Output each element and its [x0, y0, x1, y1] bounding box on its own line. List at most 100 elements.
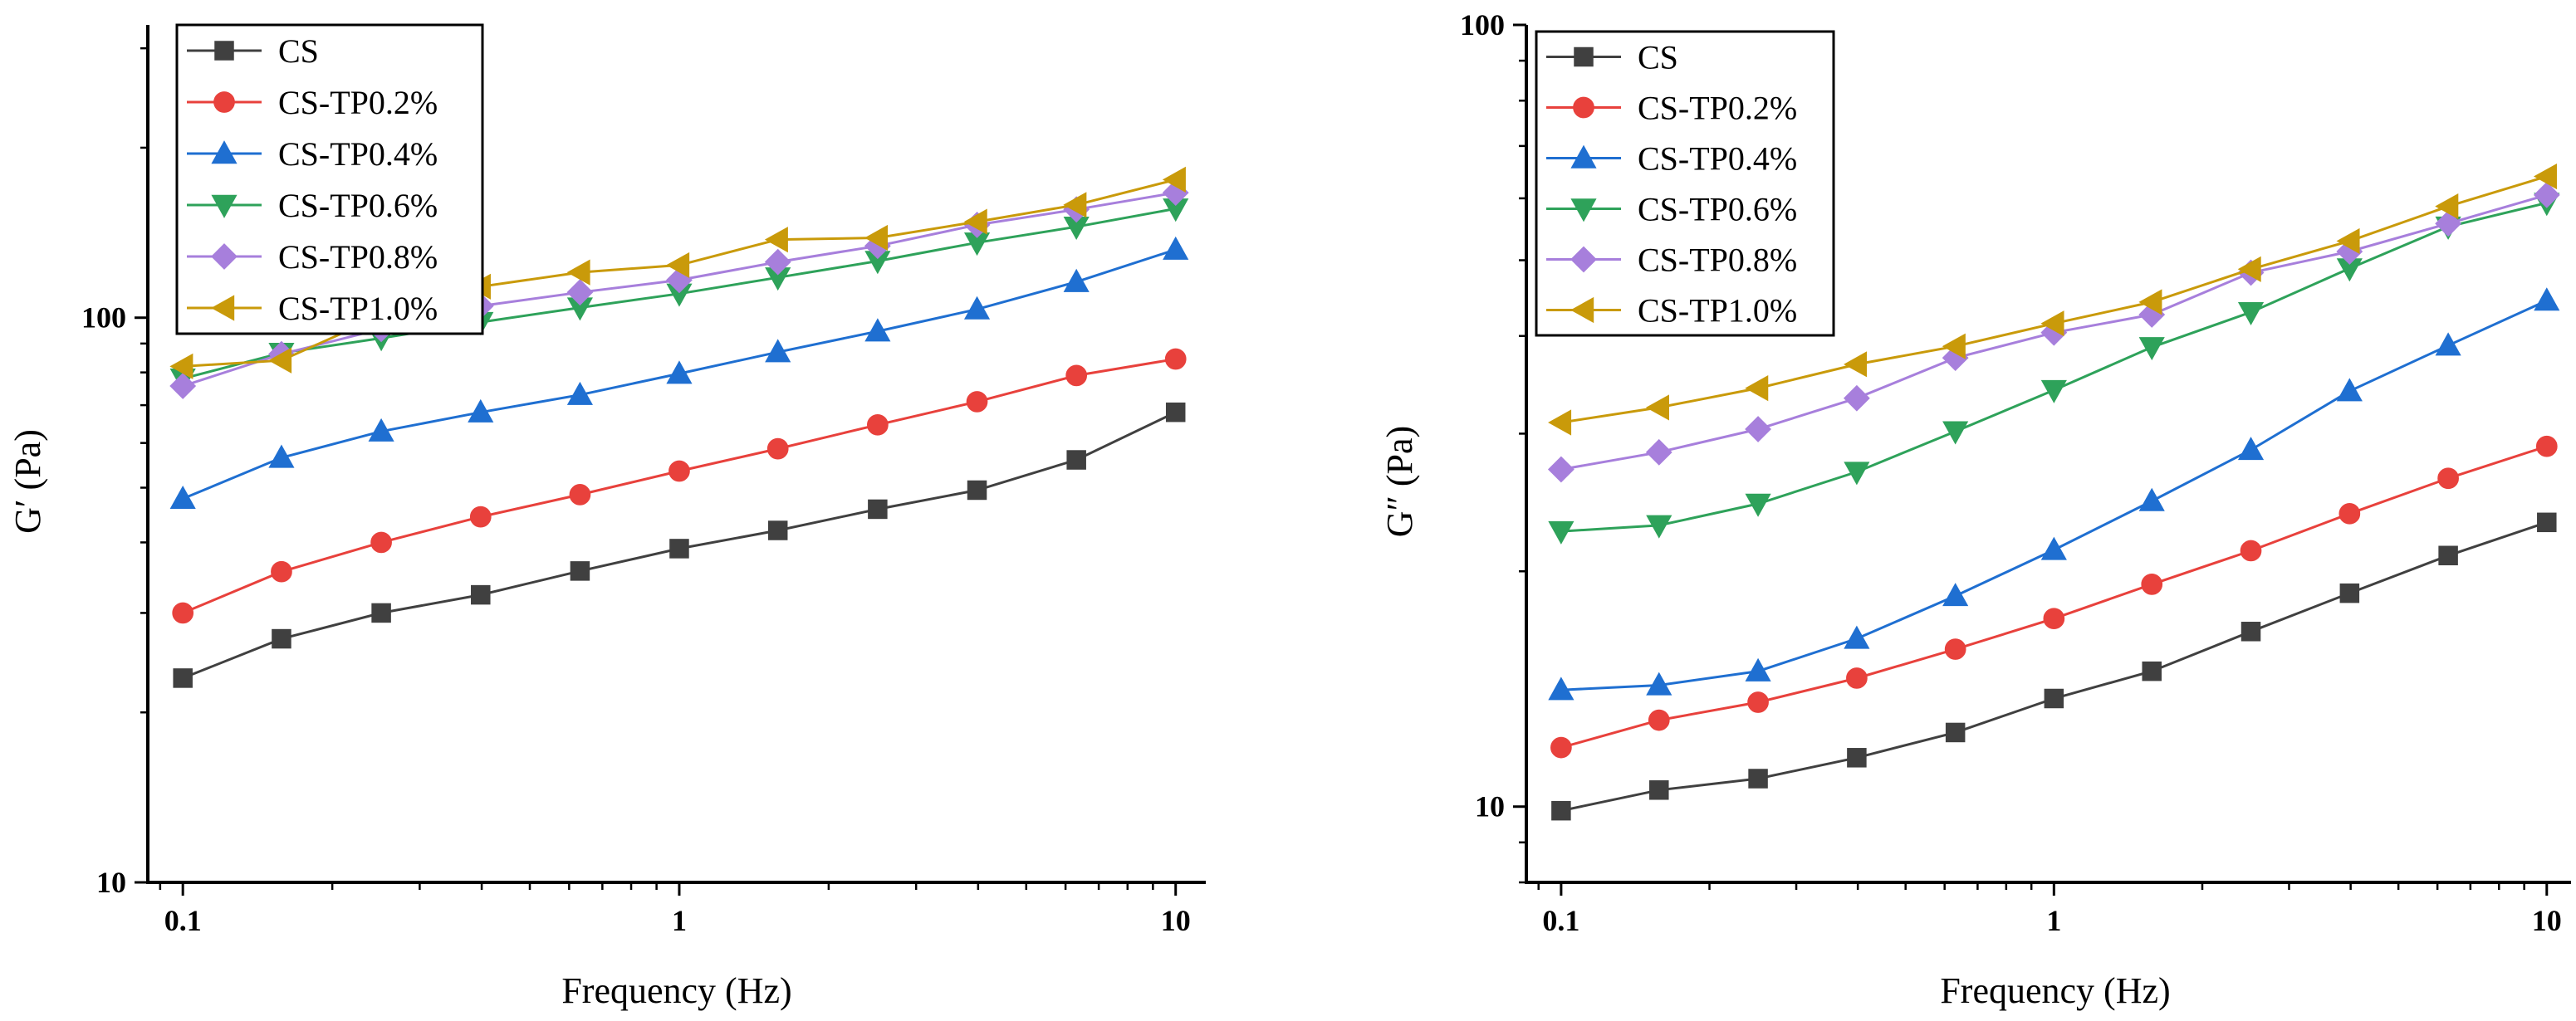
legend-marker: [1570, 296, 1594, 324]
data-point: [1942, 421, 1969, 445]
data-point: [2534, 287, 2560, 311]
panel-loss-modulus: Frequency (Hz) G″ (Pa) 0.1 1 10 10 100 CS CS-T…: [1379, 8, 2571, 1011]
data-point: [1645, 394, 1669, 421]
y-tick-label: 10: [1475, 790, 1505, 823]
y-axis-label: G″ (Pa): [1379, 426, 1420, 537]
data-point: [1548, 677, 1574, 701]
legend-marker: [213, 91, 235, 113]
legend-marker: [214, 41, 234, 61]
data-point: [1745, 375, 1769, 402]
series-line: [1560, 520, 2548, 813]
data-point: [2141, 574, 2163, 595]
x-axis-label: Frequency (Hz): [1940, 970, 2170, 1011]
data-point: [2535, 435, 2558, 457]
x-tick-label: 10: [2532, 904, 2562, 937]
data-point: [2533, 163, 2557, 190]
data-point: [271, 560, 292, 583]
x-tick-label: 0.1: [1542, 904, 1579, 937]
legend-label: CS-TP0.2%: [1638, 90, 1797, 127]
data-point: [668, 460, 690, 482]
data-point: [666, 252, 690, 278]
legend-box: [175, 23, 484, 335]
series-CS-TP1.0%: [1548, 163, 2557, 436]
legend-marker: [211, 243, 238, 270]
legend-marker: [211, 140, 238, 164]
data-point: [172, 602, 194, 624]
data-point: [570, 561, 590, 581]
data-point: [1942, 583, 1969, 607]
data-point: [169, 353, 193, 379]
series-CS-TP0.4%: [169, 236, 1189, 509]
data-point: [2044, 688, 2064, 709]
series-line: [182, 358, 1176, 614]
legend-item: CS-TP0.6%: [187, 187, 438, 224]
legend-item: CS-TP0.6%: [1546, 191, 1797, 228]
data-point: [864, 318, 891, 342]
data-point: [169, 485, 196, 509]
y-tick-label: 100: [1460, 8, 1505, 42]
data-point: [368, 418, 394, 442]
data-point: [1164, 348, 1187, 370]
data-point: [1547, 456, 1574, 483]
data-point: [2138, 337, 2165, 361]
legend-label: CS-TP1.0%: [1638, 292, 1797, 330]
legend-label: CS-TP0.4%: [278, 135, 438, 173]
data-point: [2438, 545, 2458, 566]
data-point: [864, 224, 889, 252]
legend-item: CS: [1546, 39, 1678, 76]
data-point: [2435, 210, 2462, 237]
legend-marker: [1570, 246, 1597, 273]
legend-item: CS-TP0.2%: [187, 84, 438, 121]
data-point: [1648, 709, 1670, 731]
data-point: [471, 584, 491, 605]
data-point: [765, 339, 791, 363]
data-point: [1942, 333, 1966, 359]
data-point: [1548, 520, 1574, 545]
data-point: [169, 373, 197, 399]
series-CS: [173, 402, 1186, 688]
legend-label: CS-TP1.0%: [278, 290, 438, 327]
data-point: [566, 259, 590, 286]
series-CS: [1551, 512, 2557, 821]
data-point: [2336, 378, 2363, 402]
data-point: [371, 603, 391, 623]
data-point: [1847, 748, 1867, 768]
x-tick-label: 0.1: [164, 904, 202, 937]
data-point: [469, 506, 492, 528]
data-point: [2437, 467, 2459, 490]
data-point: [566, 381, 593, 405]
data-point: [1745, 493, 1771, 517]
legend-marker: [1570, 144, 1597, 169]
data-point: [1066, 450, 1086, 470]
data-point: [766, 437, 789, 460]
data-point: [2237, 437, 2265, 461]
y-tick-label: 100: [81, 301, 126, 335]
data-point: [2237, 256, 2261, 282]
legend-label: CS-TP0.4%: [1638, 140, 1797, 178]
data-point: [272, 628, 291, 649]
series-CS-TP0.2%: [172, 348, 1187, 624]
data-point: [2138, 289, 2162, 315]
data-point: [2338, 502, 2361, 525]
x-axis-label: Frequency (Hz): [561, 970, 791, 1011]
data-point: [1844, 462, 1870, 486]
data-point: [867, 413, 889, 436]
legend-box: [1535, 30, 1835, 337]
data-point: [2142, 661, 2162, 681]
data-point: [468, 398, 494, 423]
data-point: [566, 279, 594, 306]
legend-marker: [1570, 198, 1597, 222]
data-point: [1846, 667, 1868, 689]
data-point: [1945, 722, 1966, 743]
data-point: [2040, 379, 2067, 403]
data-point: [764, 227, 788, 253]
data-point: [1844, 625, 1870, 649]
series-CS-TP0.4%: [1548, 287, 2560, 701]
legend-item: CS: [187, 32, 319, 70]
data-point: [1646, 515, 1672, 539]
data-point: [669, 539, 689, 559]
legend-label: CS-TP0.8%: [1638, 242, 1797, 279]
data-point: [569, 484, 591, 506]
data-point: [2240, 540, 2262, 562]
